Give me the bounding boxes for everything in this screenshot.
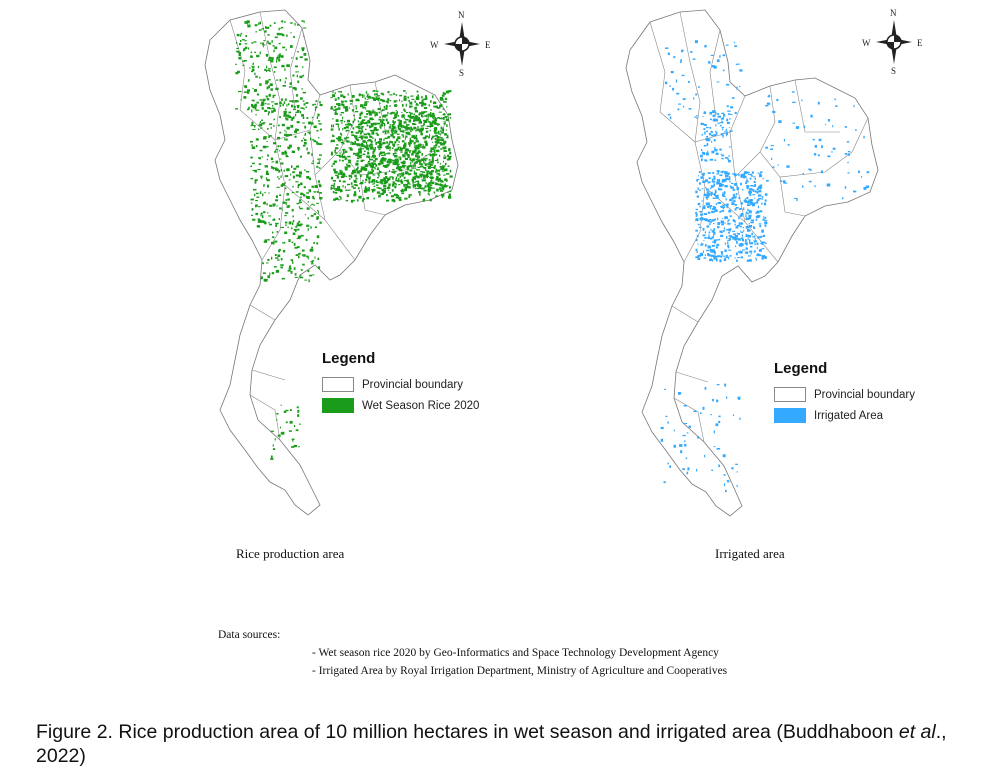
legend-item: Irrigated Area	[774, 408, 934, 423]
legend-swatch	[322, 398, 354, 413]
legend-item: Wet Season Rice 2020	[322, 398, 512, 413]
legend-swatch	[322, 377, 354, 392]
figure-caption-italic: et al	[898, 721, 936, 743]
legend-label: Irrigated Area	[814, 409, 884, 422]
legend-title: Legend	[322, 350, 376, 367]
figure-caption-text: Figure 2. Rice production area of 10 mil…	[36, 721, 894, 743]
figure-caption: Figure 2. Rice production area of 10 mil…	[36, 720, 986, 768]
compass-icon	[876, 20, 912, 64]
rice-production-map	[204, 9, 459, 516]
thailand-outline	[625, 9, 879, 517]
map-caption-rice: Rice production area	[236, 546, 345, 561]
compass-south-label: S	[891, 66, 897, 76]
legend-title: Legend	[774, 360, 828, 377]
compass-rose: N W E S	[430, 10, 491, 80]
province-boundaries	[649, 11, 869, 443]
legend-rice: Legend Provincial boundary Wet Season Ri…	[322, 350, 512, 419]
compass-north-label: N	[890, 8, 897, 18]
legend-irrigated: Legend Provincial boundary Irrigated Are…	[774, 360, 934, 429]
data-sources: Data sources: - Wet season rice 2020 by …	[218, 626, 727, 680]
data-source-item: - Irrigated Area by Royal Irrigation Dep…	[312, 665, 728, 677]
legend-swatch	[774, 387, 806, 402]
compass-south-label: S	[459, 68, 465, 78]
map-caption-irrigated: Irrigated area	[715, 546, 785, 561]
data-source-item: - Wet season rice 2020 by Geo-Informatic…	[312, 647, 719, 659]
legend-label: Provincial boundary	[362, 378, 464, 391]
compass-icon	[444, 22, 480, 66]
irrigated-area-map	[625, 9, 879, 517]
compass-west-label: W	[430, 40, 439, 50]
compass-east-label: E	[485, 40, 491, 50]
legend-item: Provincial boundary	[322, 377, 512, 392]
wet-season-rice-area	[235, 20, 453, 460]
legend-item: Provincial boundary	[774, 387, 934, 402]
irrigated-area-patches	[660, 40, 870, 493]
legend-label: Provincial boundary	[814, 388, 916, 401]
compass-east-label: E	[917, 38, 923, 48]
data-sources-heading: Data sources:	[218, 629, 281, 641]
compass-rose: N W E S	[862, 8, 923, 78]
legend-swatch	[774, 408, 806, 423]
compass-north-label: N	[458, 10, 465, 20]
figure-caption-tail: ., 2022)	[36, 721, 947, 767]
compass-west-label: W	[862, 38, 871, 48]
legend-label: Wet Season Rice 2020	[362, 399, 480, 412]
